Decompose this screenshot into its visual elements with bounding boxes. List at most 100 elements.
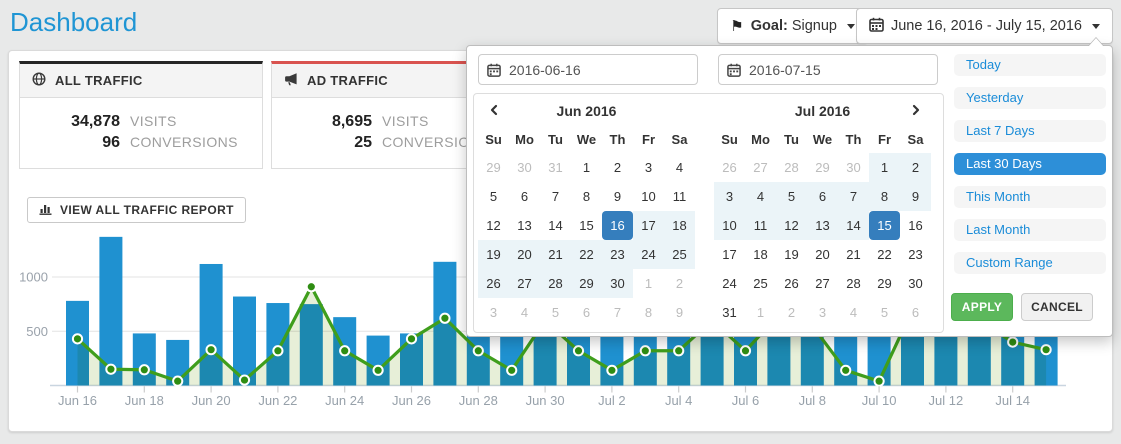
- calendar-day[interactable]: 7: [551, 189, 560, 204]
- calendar-day[interactable]: 1: [582, 160, 591, 175]
- calendar-day[interactable]: 5: [551, 305, 560, 320]
- calendar-day[interactable]: 29: [571, 269, 602, 298]
- calendar-day[interactable]: 9: [613, 189, 622, 204]
- date-range-button[interactable]: June 16, 2016 - July 15, 2016: [855, 8, 1113, 44]
- calendar-day[interactable]: 27: [753, 160, 768, 175]
- range-option[interactable]: Last 30 Days: [954, 153, 1106, 175]
- calendar-day[interactable]: 20: [815, 247, 830, 262]
- calendar-day[interactable]: 13: [517, 218, 532, 233]
- calendar-day[interactable]: 30: [602, 269, 633, 298]
- cancel-button[interactable]: CANCEL: [1021, 293, 1093, 321]
- calendar-day[interactable]: 6: [520, 189, 529, 204]
- calendar-day[interactable]: 5: [489, 189, 498, 204]
- calendar-day[interactable]: 6: [911, 305, 920, 320]
- apply-button[interactable]: APPLY: [951, 293, 1013, 321]
- calendar-day[interactable]: 31: [722, 305, 737, 320]
- calendar-day[interactable]: 17: [722, 247, 737, 262]
- calendar-day[interactable]: 1: [756, 305, 765, 320]
- calendar-day[interactable]: 22: [877, 247, 892, 262]
- calendar-day[interactable]: 12: [776, 211, 807, 240]
- calendar-day[interactable]: 23: [908, 247, 923, 262]
- calendar-day[interactable]: 10: [641, 189, 656, 204]
- calendar-day[interactable]: 5: [776, 182, 807, 211]
- calendar-day[interactable]: 6: [582, 305, 591, 320]
- calendar-day[interactable]: 23: [602, 240, 633, 269]
- calendar-day[interactable]: 13: [807, 211, 838, 240]
- calendar-day[interactable]: 26: [784, 276, 799, 291]
- start-date-input[interactable]: [478, 54, 698, 85]
- calendar-day[interactable]: 21: [846, 247, 861, 262]
- calendar-day[interactable]: 27: [815, 276, 830, 291]
- calendar-day[interactable]: 24: [722, 276, 737, 291]
- calendar-day[interactable]: 11: [745, 211, 776, 240]
- calendar-day[interactable]: 18: [664, 211, 695, 240]
- range-option[interactable]: This Month: [954, 186, 1106, 208]
- calendar-day[interactable]: 26: [478, 269, 509, 298]
- calendar-day[interactable]: 16: [602, 211, 633, 240]
- calendar-day[interactable]: 4: [675, 160, 684, 175]
- calendar-day[interactable]: 16: [908, 218, 923, 233]
- calendar-day[interactable]: 30: [846, 160, 861, 175]
- calendar-day[interactable]: 4: [745, 182, 776, 211]
- range-option[interactable]: Last 7 Days: [954, 120, 1106, 142]
- calendar-day[interactable]: 21: [540, 240, 571, 269]
- range-option[interactable]: Last Month: [954, 219, 1106, 241]
- calendar-day[interactable]: 15: [869, 211, 900, 240]
- calendar-day[interactable]: 22: [571, 240, 602, 269]
- calendar-day[interactable]: 18: [753, 247, 768, 262]
- calendar-day[interactable]: 3: [714, 182, 745, 211]
- calendar-day[interactable]: 28: [540, 269, 571, 298]
- view-all-traffic-report-button[interactable]: VIEW ALL TRAFFIC REPORT: [27, 197, 246, 223]
- calendar-day[interactable]: 1: [644, 276, 653, 291]
- chevron-left-icon[interactable]: [478, 97, 509, 125]
- calendar-day[interactable]: 30: [517, 160, 532, 175]
- calendar-day[interactable]: 28: [784, 160, 799, 175]
- calendar-day[interactable]: 29: [877, 276, 892, 291]
- range-option[interactable]: Yesterday: [954, 87, 1106, 109]
- calendar-day[interactable]: 19: [478, 240, 509, 269]
- calendar-day[interactable]: 27: [509, 269, 540, 298]
- calendar-day[interactable]: 8: [582, 189, 591, 204]
- calendar-day[interactable]: 2: [613, 160, 622, 175]
- calendar-day[interactable]: 31: [548, 160, 563, 175]
- goal-dropdown-button[interactable]: ⚑ Goal: Signup: [717, 8, 868, 44]
- calendar-day[interactable]: 7: [613, 305, 622, 320]
- calendar-day[interactable]: 24: [633, 240, 664, 269]
- calendar-day[interactable]: 3: [818, 305, 827, 320]
- calendar-day[interactable]: 8: [644, 305, 653, 320]
- calendar-day[interactable]: 4: [849, 305, 858, 320]
- calendar-day[interactable]: 30: [908, 276, 923, 291]
- calendar-day[interactable]: 29: [815, 160, 830, 175]
- calendar-day[interactable]: 6: [807, 182, 838, 211]
- calendar-day[interactable]: 2: [900, 153, 931, 182]
- calendar-day[interactable]: 20: [509, 240, 540, 269]
- calendar-day[interactable]: 10: [714, 211, 745, 240]
- calendar-day[interactable]: 29: [486, 160, 501, 175]
- calendar-day[interactable]: 3: [644, 160, 653, 175]
- end-date-input[interactable]: [718, 54, 938, 85]
- calendar-day[interactable]: 1: [869, 153, 900, 182]
- calendar-day[interactable]: 2: [787, 305, 796, 320]
- calendar-day[interactable]: 9: [900, 182, 931, 211]
- chevron-right-icon[interactable]: [900, 97, 931, 125]
- calendar-day[interactable]: 15: [579, 218, 594, 233]
- calendar-day[interactable]: 26: [722, 160, 737, 175]
- calendar-day[interactable]: 3: [489, 305, 498, 320]
- calendar-day[interactable]: 25: [664, 240, 695, 269]
- range-option[interactable]: Today: [954, 54, 1106, 76]
- calendar-day[interactable]: 14: [548, 218, 563, 233]
- calendar-day[interactable]: 28: [846, 276, 861, 291]
- calendar-day[interactable]: 17: [633, 211, 664, 240]
- calendar-day[interactable]: 19: [784, 247, 799, 262]
- calendar-day[interactable]: 9: [675, 305, 684, 320]
- calendar-day[interactable]: 25: [753, 276, 768, 291]
- calendar-day[interactable]: 4: [520, 305, 529, 320]
- calendar-day[interactable]: 14: [838, 211, 869, 240]
- calendar-day[interactable]: 7: [838, 182, 869, 211]
- calendar-day[interactable]: 11: [672, 189, 687, 204]
- calendar-day[interactable]: 12: [486, 218, 501, 233]
- range-option[interactable]: Custom Range: [954, 252, 1106, 274]
- calendar-day[interactable]: 2: [675, 276, 684, 291]
- calendar-day[interactable]: 5: [880, 305, 889, 320]
- calendar-day[interactable]: 8: [869, 182, 900, 211]
